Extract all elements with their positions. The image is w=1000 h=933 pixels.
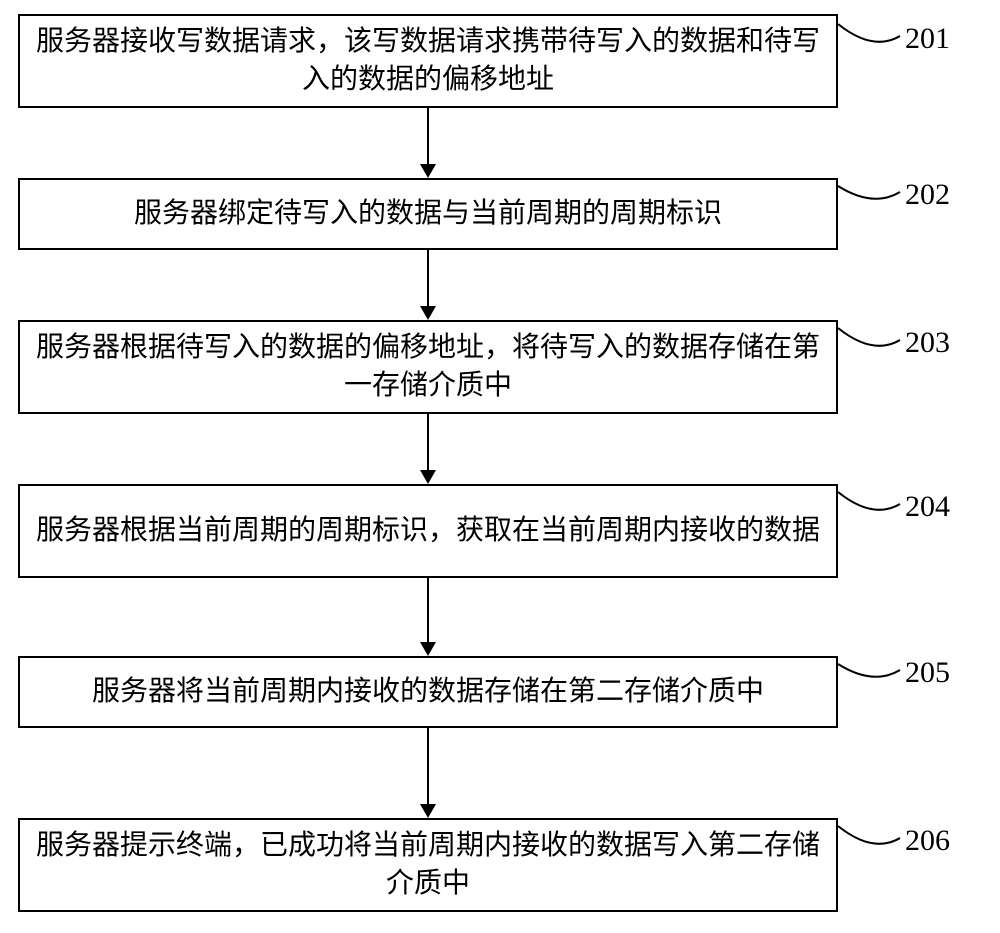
flowchart-canvas: 服务器接收写数据请求，该写数据请求携带待写入的数据和待写入的数据的偏移地址 服务… (0, 0, 1000, 933)
leader-line-201 (0, 0, 1000, 933)
